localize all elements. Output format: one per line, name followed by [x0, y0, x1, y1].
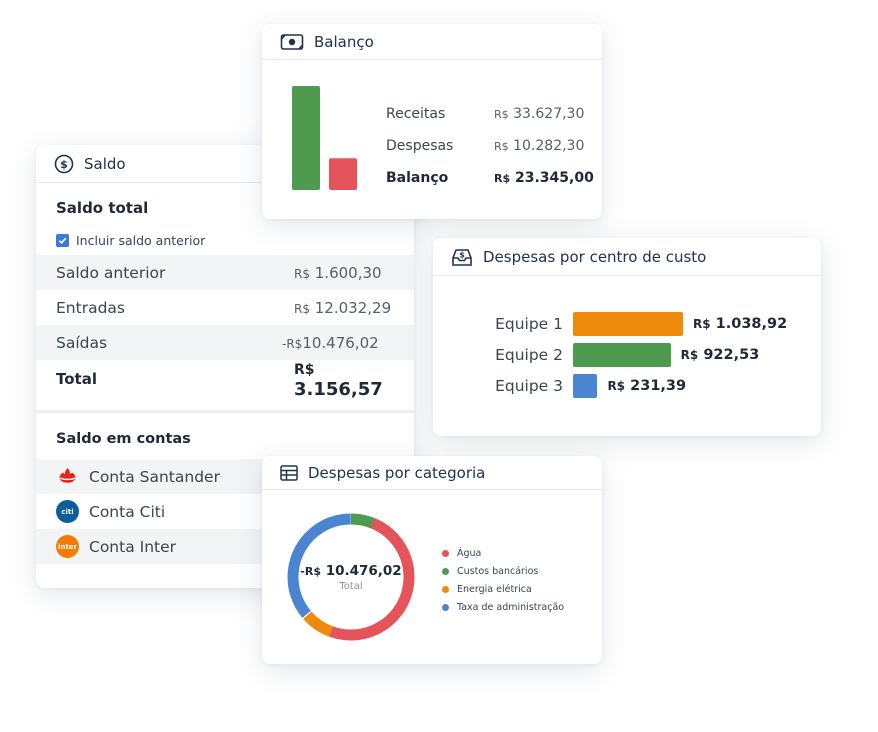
centro-label: Equipe 3	[495, 377, 563, 395]
categoria-legend: Água Custos bancários Energia elétrica T…	[442, 544, 564, 616]
saidas-row: Saídas -R$10.476,02	[36, 325, 414, 360]
balanco-table: Receitas R$ 33.627,30 Despesas R$ 10.282…	[386, 98, 594, 194]
equipe-3-bar	[573, 374, 598, 398]
saldo-total-heading: Saldo total	[56, 199, 149, 217]
equipe-1-row: Equipe 1 R$ 1.038,92	[433, 312, 821, 338]
saldo-row-value: R$ 12.032,29	[294, 298, 392, 317]
categoria-card: Despesas por categoria -R$ 10.476,02 Tot…	[262, 456, 602, 664]
conta-citi-row[interactable]: citi Conta Citi	[36, 494, 414, 529]
centro-value: R$ 231,39	[607, 378, 687, 394]
equipe-2-row: Equipe 2 R$ 922,53	[433, 343, 821, 369]
total-label: Total	[56, 370, 97, 388]
saldo-row-label: Saldo anterior	[56, 263, 166, 282]
legend-item: Água	[442, 544, 564, 562]
receitas-row: Receitas R$ 33.627,30	[386, 106, 585, 122]
donut-total-value: -R$ 10.476,02	[300, 562, 402, 579]
saldo-row-label: Entradas	[56, 298, 125, 317]
centro-label: Equipe 1	[495, 315, 563, 333]
centro-label: Equipe 2	[495, 346, 563, 364]
saldo-em-contas-heading: Saldo em contas	[56, 431, 191, 447]
despesas-bar	[329, 158, 357, 190]
entradas-row: Entradas R$ 12.032,29	[36, 290, 414, 325]
centro-custo-card: $ Despesas por centro de custo Equipe 1 …	[433, 238, 821, 436]
legend-item: Taxa de administração	[442, 598, 564, 616]
centro-value: R$ 1.038,92	[693, 316, 788, 332]
incluir-saldo-anterior-checkbox[interactable]	[56, 233, 69, 247]
despesas-row: Despesas R$ 10.282,30	[386, 138, 585, 154]
categoria-title: Despesas por categoria	[308, 463, 486, 482]
legend-item: Energia elétrica	[442, 580, 564, 598]
legend-dot	[442, 549, 449, 557]
saldo-title: Saldo	[84, 154, 126, 173]
legend-dot	[442, 585, 449, 593]
conta-label: Conta Santander	[89, 467, 220, 486]
balanco-bar-chart	[292, 86, 357, 190]
santander-logo-icon	[56, 465, 79, 488]
saldo-row-value: -R$10.476,02	[282, 333, 379, 352]
saldo-row-label: Saídas	[56, 333, 108, 352]
centro-value: R$ 922,53	[680, 347, 760, 363]
citi-logo-icon: citi	[56, 500, 79, 523]
saldo-row-value: R$ 1.600,30	[294, 263, 382, 282]
money-bill-icon	[280, 33, 304, 51]
balanco-title: Balanço	[314, 32, 374, 51]
saldo-header: $ Saldo	[36, 145, 414, 183]
conta-label: Conta Citi	[89, 502, 166, 521]
balanco-header: Balanço	[262, 24, 602, 60]
total-row: Total R$ 3.156,57	[36, 360, 414, 400]
incluir-saldo-anterior-label: Incluir saldo anterior	[76, 232, 206, 248]
categoria-donut-chart: -R$ 10.476,02 Total	[282, 508, 420, 646]
saldo-anterior-row: Saldo anterior R$ 1.600,30	[36, 255, 414, 290]
divider	[36, 410, 414, 413]
centro-custo-header: $ Despesas por centro de custo	[433, 238, 821, 276]
legend-item: Custos bancários	[442, 562, 564, 580]
incluir-saldo-anterior-option[interactable]: Incluir saldo anterior	[36, 225, 414, 255]
svg-text:$: $	[459, 250, 465, 259]
centro-custo-title: Despesas por centro de custo	[483, 247, 707, 266]
categoria-header: Despesas por categoria	[262, 456, 602, 490]
conta-label: Conta Inter	[89, 537, 177, 556]
inter-logo-icon: inter	[56, 535, 79, 558]
donut-segment	[287, 513, 415, 641]
equipe-3-row: Equipe 3 R$ 231,39	[433, 374, 821, 400]
donut-center: -R$ 10.476,02 Total	[282, 508, 420, 646]
donut-total-label: Total	[339, 580, 363, 592]
legend-dot	[442, 567, 449, 575]
inbox-dollar-icon: $	[451, 246, 473, 268]
equipe-2-bar	[573, 343, 671, 367]
table-icon	[280, 464, 298, 481]
legend-dot	[442, 603, 449, 611]
balanco-card: Balanço Receitas R$ 33.627,30 Despesas R…	[262, 24, 602, 219]
receitas-bar	[292, 86, 320, 190]
total-value: R$ 3.156,57	[294, 362, 383, 400]
donut-segment	[287, 513, 415, 641]
dollar-circle-icon: $	[54, 154, 74, 174]
svg-text:$: $	[60, 158, 68, 171]
equipe-1-bar	[573, 312, 683, 336]
balanco-row: Balanço R$ 23.345,00	[386, 170, 594, 186]
